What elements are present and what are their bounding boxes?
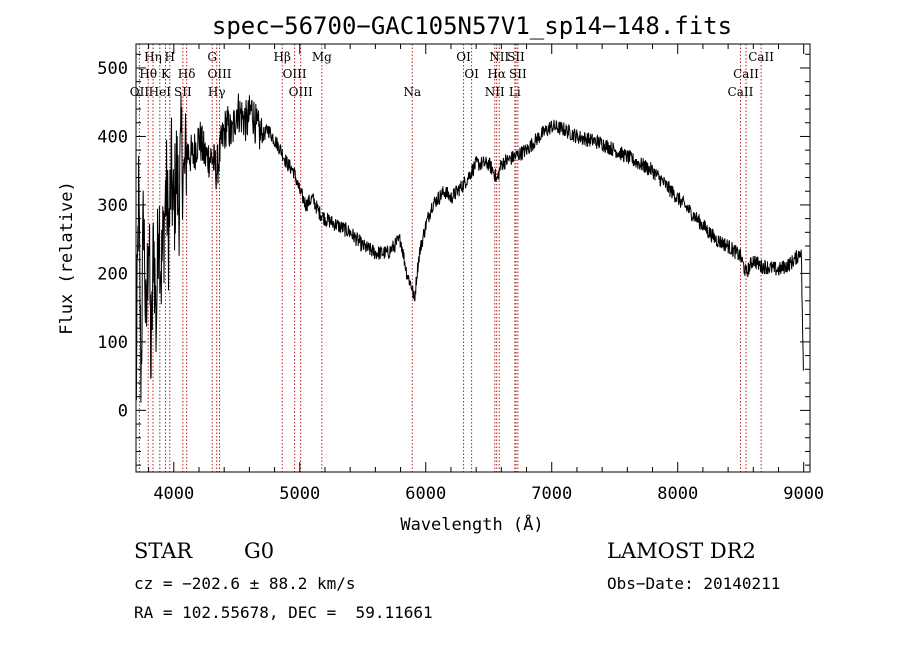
spectral-line-label: Hα [487, 67, 506, 81]
spectral-line-label: SII [507, 50, 525, 64]
x-tick-label: 5000 [279, 484, 320, 504]
x-tick-label: 4000 [153, 484, 194, 504]
spectral-line-label: SII [509, 67, 527, 81]
x-tick-label: 7000 [531, 484, 572, 504]
spectral-line-label: Hδ [178, 67, 196, 81]
spectral-line-label: NII [489, 50, 509, 64]
x-axis-label: Wavelength (Å) [400, 513, 543, 535]
x-axis-ticks: 4000 5000 6000 7000 8000 9000 [148, 44, 824, 504]
object-type: STAR [134, 539, 193, 563]
spectral-line-label: OI [464, 67, 479, 81]
spectral-line-label: OIII [289, 85, 313, 99]
y-tick-label: 400 [97, 127, 128, 147]
x-tick-label: 8000 [657, 484, 698, 504]
plot-frame [135, 43, 811, 473]
y-tick-label: 200 [97, 264, 128, 284]
observation-date: Obs−Date: 20140211 [607, 574, 781, 593]
x-tick-label: 6000 [405, 484, 446, 504]
spectral-line-label: CaII [728, 85, 754, 99]
spectral-line-label: Hβ [274, 50, 291, 64]
spectral-subclass: G0 [244, 539, 275, 563]
redshift-readout: cz = −202.6 ± 88.2 km/s [134, 574, 356, 593]
y-tick-label: 0 [118, 401, 128, 421]
y-tick-label: 300 [97, 196, 128, 216]
y-tick-label: 500 [97, 59, 128, 79]
spectral-line-label: NII [485, 85, 505, 99]
survey-name: LAMOST DR2 [607, 539, 756, 563]
chart-title: spec−56700−GAC105N57V1_sp14−148.fits [212, 12, 732, 40]
spectral-line-label: Hθ [139, 67, 157, 81]
spectrum-line [135, 93, 804, 403]
spectral-line-label: K [161, 67, 171, 81]
spectral-line-label: Li [509, 85, 521, 99]
spectral-line-label: HeI [149, 85, 172, 99]
spectral-line-label: CaII [733, 67, 759, 81]
y-tick-label: 100 [97, 333, 128, 353]
y-axis-label: Flux (relative) [57, 181, 77, 335]
spectral-line-markers [138, 44, 762, 472]
spectral-line-label: Hγ [208, 85, 226, 99]
spectral-line-label: H [165, 50, 175, 64]
spectral-line-label: SII [174, 85, 192, 99]
y-axis-ticks: 0 100 200 300 400 500 [97, 53, 810, 466]
spectral-line-label: Na [403, 85, 421, 99]
spectral-line-label: Mg [312, 50, 332, 64]
spectral-line-label: OI [456, 50, 471, 64]
x-tick-label: 9000 [783, 484, 824, 504]
spectral-line-label: OII [130, 85, 150, 99]
spectrum-series [135, 93, 804, 403]
coordinates-readout: RA = 102.55678, DEC = 59.11661 [134, 603, 433, 622]
spectral-line-label: OIII [283, 67, 307, 81]
spectral-line-label: OIII [207, 67, 231, 81]
spectral-line-label: G [207, 50, 217, 64]
spectral-line-label: Hη [144, 50, 162, 64]
spectral-line-label: CaII [748, 50, 774, 64]
